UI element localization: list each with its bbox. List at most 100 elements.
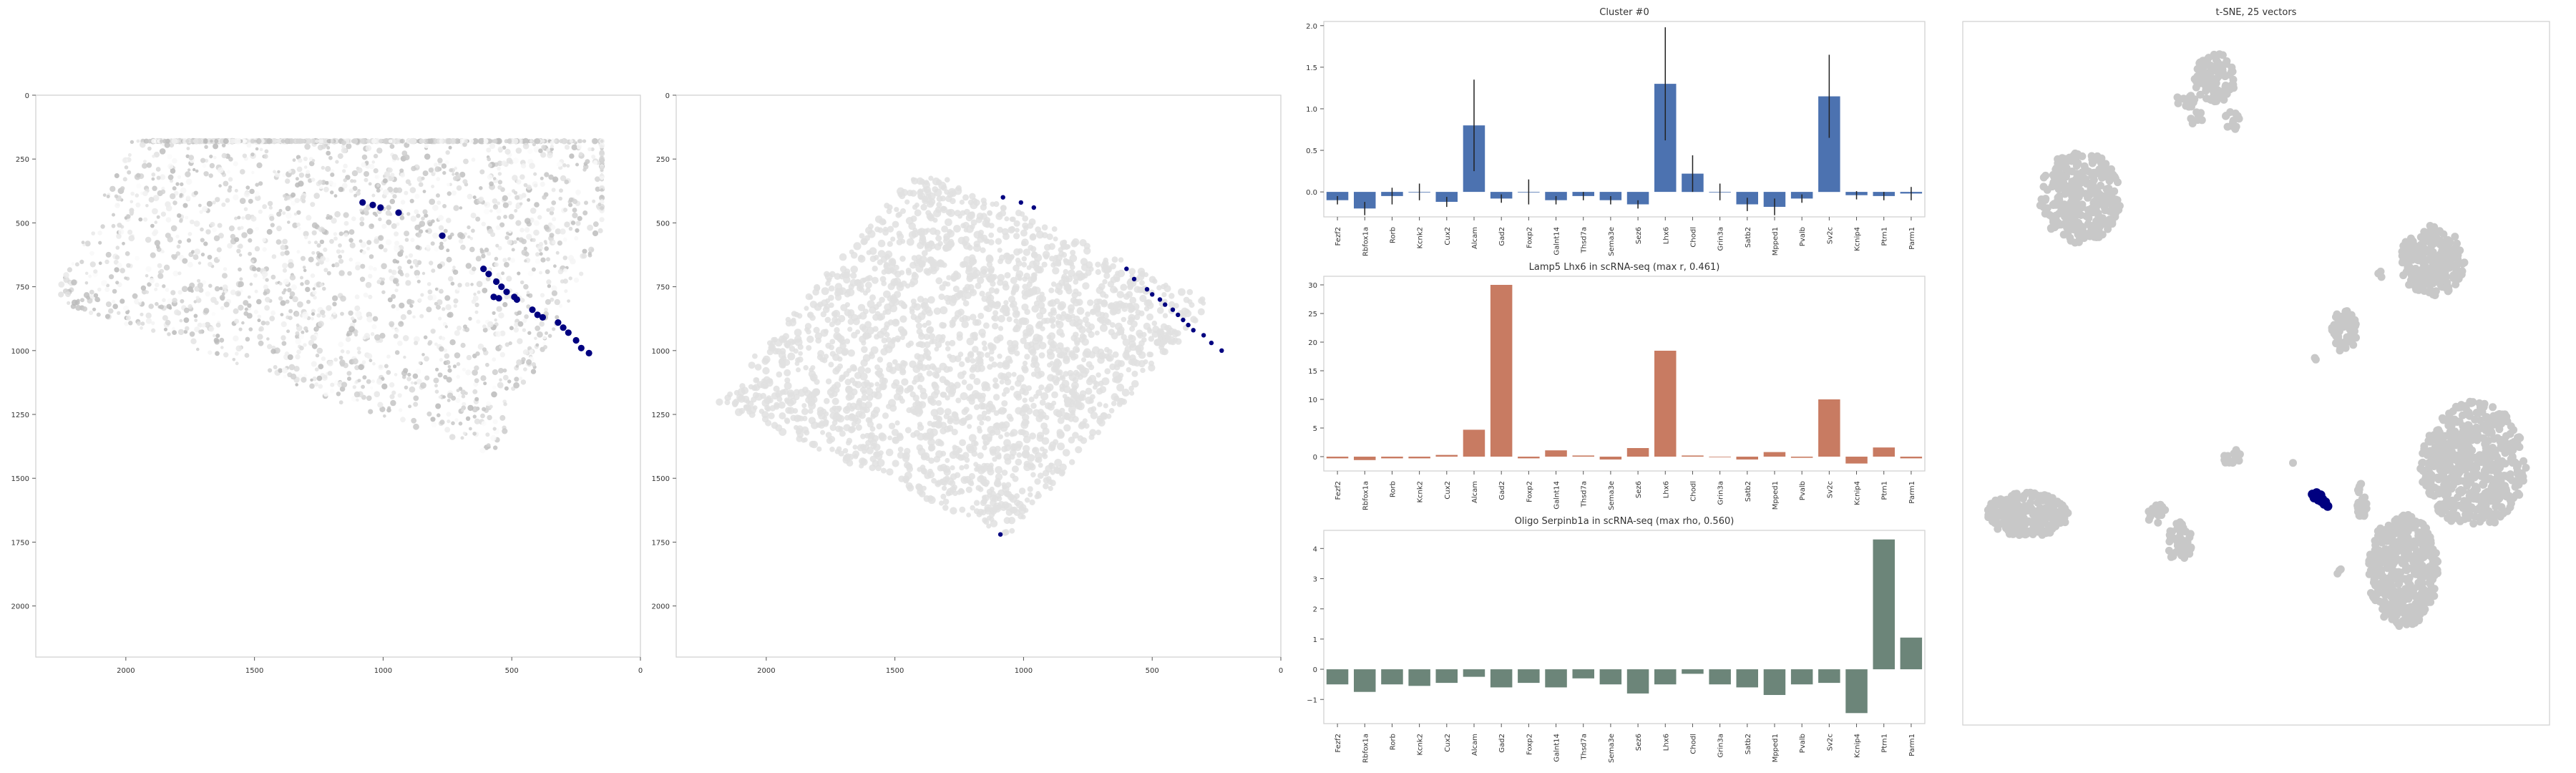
tissue-cell (338, 400, 343, 405)
tissue-cell (785, 407, 792, 414)
tissue-cell (243, 139, 247, 144)
tissue-cell (987, 239, 995, 245)
tissue-cell (249, 282, 253, 286)
tissue-cell (526, 184, 532, 190)
tissue-cell (862, 332, 869, 339)
tissue-cell (172, 157, 177, 164)
tissue-cell (434, 301, 439, 306)
tissue-cell (509, 326, 514, 331)
tissue-cell (1001, 445, 1008, 452)
tissue-cell (194, 319, 198, 322)
tissue-cell (892, 460, 899, 467)
tissue-cell (527, 198, 531, 202)
tissue-cell (952, 286, 960, 293)
tissue-cell (864, 432, 870, 439)
tissue-cell (1092, 379, 1098, 385)
tissue-cell (278, 282, 283, 286)
tissue-cell (979, 291, 985, 297)
tissue-cell (1128, 307, 1134, 313)
tissue-cell (434, 342, 438, 346)
tissue-cell (893, 319, 899, 325)
tissue-cell (258, 340, 264, 346)
tissue-cell (276, 225, 282, 232)
tissue-cell (885, 448, 894, 457)
tissue-cell (927, 256, 935, 263)
tissue-cell (370, 332, 375, 336)
tissue-cell (1011, 340, 1019, 348)
tissue-cell (224, 139, 228, 143)
tissue-cell (498, 312, 504, 319)
tissue-cell (376, 188, 381, 193)
tissue-cell (502, 258, 507, 263)
x-tick-label: 1000 (1015, 667, 1033, 675)
y-tick-label: 2.0 (1306, 23, 1317, 31)
tissue-cell (940, 306, 948, 315)
tissue-cell (532, 238, 536, 243)
tissue-cell (1027, 462, 1035, 470)
tissue-cell (303, 343, 307, 347)
highlighted-cell (1201, 333, 1206, 338)
tissue-cell (368, 294, 373, 299)
tissue-cell (965, 356, 970, 362)
tissue-cell (152, 230, 157, 236)
tissue-cell (520, 379, 527, 385)
tissue-cell (758, 408, 765, 414)
tissue-cell (597, 228, 603, 233)
tissue-cell (439, 346, 444, 352)
tissue-cell (434, 166, 441, 172)
tissue-cell (381, 223, 387, 229)
tissue-cell (167, 154, 172, 160)
tissue-cell (1039, 291, 1045, 297)
tissue-cell (222, 273, 228, 279)
tissue-cell (938, 293, 945, 301)
tissue-cell (1129, 296, 1137, 304)
tissue-cell (1030, 245, 1037, 253)
tissue-cell (844, 338, 851, 344)
tissue-cell (170, 225, 177, 232)
tissue-cell (172, 298, 177, 303)
tissue-cell (517, 271, 521, 276)
tissue-cell (163, 327, 168, 331)
tissue-cell (233, 161, 238, 167)
tissue-cell (1094, 330, 1100, 336)
tissue-cell (507, 138, 512, 144)
tissue-cell (497, 172, 502, 176)
tissue-cell (940, 392, 947, 398)
tissue-cell (208, 173, 213, 178)
tissue-cell (806, 335, 814, 344)
tissue-cell (904, 447, 911, 455)
tissue-cell (1124, 346, 1132, 353)
tissue-cell (125, 315, 131, 321)
tissue-cell (1015, 440, 1023, 449)
tissue-cell (968, 472, 975, 480)
tissue-cell (241, 216, 245, 220)
tissue-cell (1050, 323, 1056, 329)
tissue-cell (313, 296, 317, 300)
tissue-cell (482, 347, 487, 352)
tissue-cell (175, 234, 180, 239)
x-tick-label: Rorb (1389, 227, 1397, 243)
tissue-cell (1029, 432, 1036, 440)
tissue-cell (521, 357, 526, 362)
tissue-cell (492, 177, 497, 180)
tissue-cell (366, 353, 373, 359)
tissue-cell (470, 213, 477, 219)
tissue-cell (1005, 490, 1013, 498)
tissue-cell (899, 398, 905, 404)
tissue-cell (515, 147, 522, 154)
tissue-cell (557, 161, 562, 167)
tissue-cell (1055, 313, 1063, 321)
tissue-cell (106, 195, 110, 199)
tissue-cell (376, 280, 381, 284)
tissue-cell (241, 321, 245, 325)
y-tick-label: 2000 (652, 603, 670, 611)
tissue-cell (366, 379, 371, 384)
tissue-cell (980, 332, 986, 339)
tissue-cell (280, 300, 286, 306)
tissue-cell (920, 203, 927, 211)
tissue-cell (992, 323, 999, 330)
tissue-cell (97, 230, 102, 235)
tissue-cell (326, 146, 331, 150)
tissue-cell (88, 274, 92, 278)
tissue-cell (291, 192, 296, 198)
